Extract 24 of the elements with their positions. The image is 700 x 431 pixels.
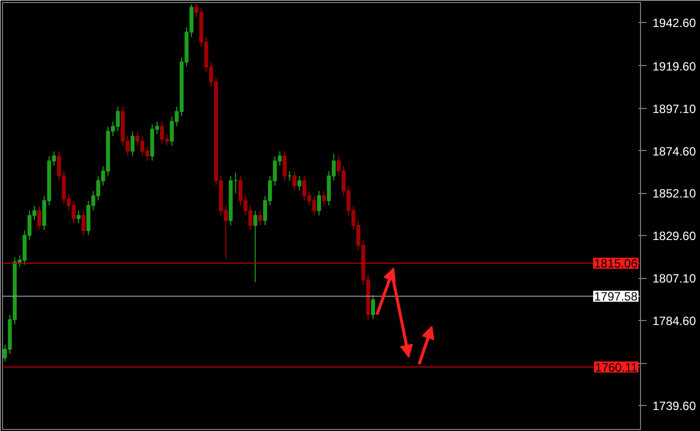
y-tick-label: 1829.60: [652, 229, 696, 244]
candlestick: [258, 210, 262, 226]
candlestick: [130, 130, 135, 156]
ref-line-label: 1797.58: [594, 290, 638, 304]
y-tick-label: 1874.60: [652, 144, 696, 158]
candlestick: [292, 170, 296, 192]
candlestick: [322, 190, 326, 206]
y-tick-label: 1807.10: [652, 272, 696, 286]
y-tick-label: 1919.60: [652, 59, 696, 74]
ref-line-label: 1815.06: [594, 256, 638, 271]
y-tick-label: 1897.10: [652, 102, 696, 116]
candlestick: [76, 210, 81, 224]
y-tick-label: 1784.60: [652, 314, 696, 328]
candlestick: [297, 176, 302, 192]
candlestick: [253, 210, 258, 283]
y-tick-label: 1739.60: [652, 399, 696, 414]
candlestick: [82, 210, 86, 236]
candlestick: [317, 190, 322, 216]
ref-line-label: 1760.11: [595, 360, 638, 374]
candlestick: [37, 205, 42, 231]
candlestick: [371, 294, 376, 320]
y-tick-label: 1852.10: [652, 186, 696, 201]
candlestick: [282, 150, 287, 182]
y-tick-label: 1942.60: [652, 16, 696, 30]
